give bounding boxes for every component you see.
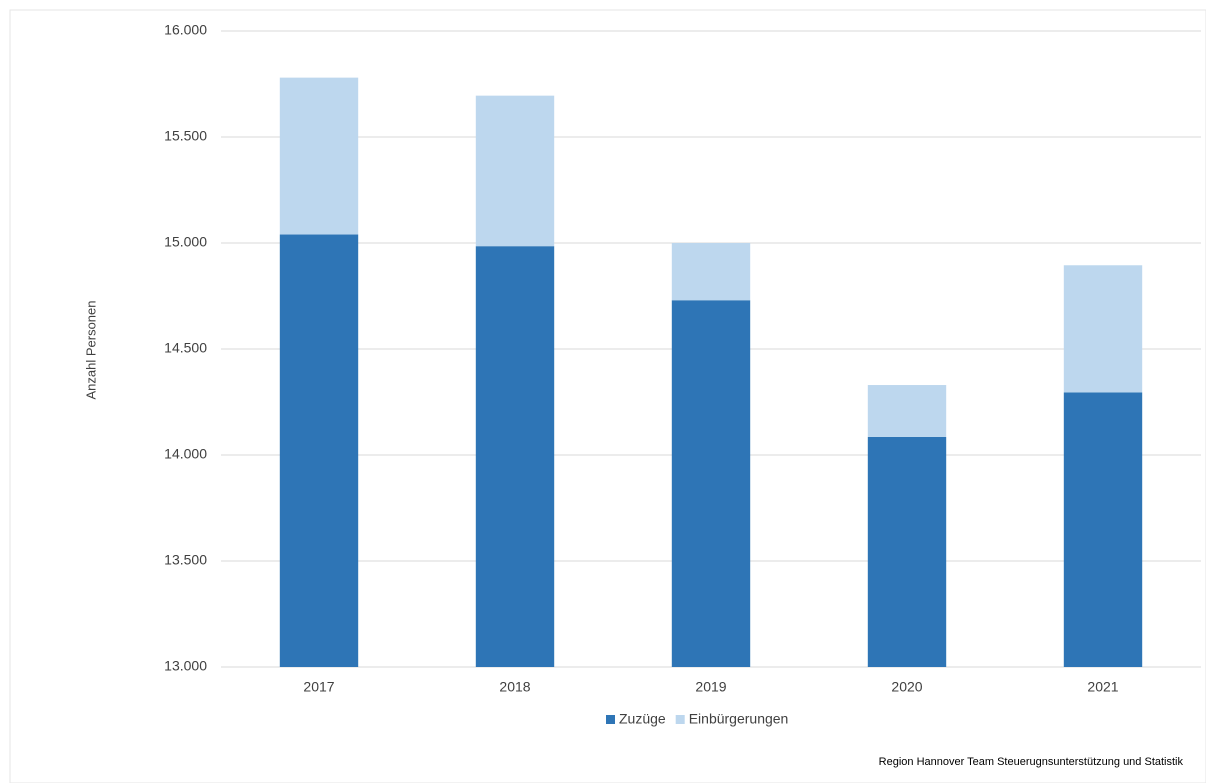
- legend-swatch: [606, 715, 615, 724]
- y-tick-label: 13.500: [164, 552, 207, 568]
- bar-segment: [475, 95, 555, 247]
- bar-segment: [279, 77, 359, 235]
- source-note: Region Hannover Team Steuerugnsunterstüt…: [879, 756, 1184, 768]
- y-axis-label: Anzahl Personen: [83, 300, 98, 399]
- bar-segment: [867, 436, 947, 667]
- y-tick-label: 13.000: [164, 658, 207, 674]
- legend-label: Einbürgerungen: [689, 711, 789, 727]
- x-tick-label: 2021: [1087, 679, 1118, 695]
- x-tick-label: 2019: [695, 679, 726, 695]
- bar-segment: [867, 385, 947, 437]
- y-tick-label: 16.000: [164, 22, 207, 38]
- legend-label: Zuzüge: [619, 711, 666, 727]
- y-tick-label: 14.500: [164, 340, 207, 356]
- y-tick-label: 15.500: [164, 128, 207, 144]
- bar-segment: [1063, 265, 1143, 393]
- x-tick-label: 2017: [303, 679, 334, 695]
- x-tick-label: 2018: [499, 679, 530, 695]
- bar-segment: [671, 243, 751, 301]
- legend-swatch: [675, 715, 685, 724]
- y-tick-label: 15.000: [164, 234, 207, 250]
- bar-segment: [1063, 392, 1143, 667]
- chart-border: [9, 9, 1206, 783]
- bar-segment: [671, 300, 751, 667]
- bar-segment: [279, 234, 359, 667]
- x-tick-label: 2020: [891, 679, 922, 695]
- y-tick-label: 14.000: [164, 446, 207, 462]
- bar-segment: [475, 246, 555, 667]
